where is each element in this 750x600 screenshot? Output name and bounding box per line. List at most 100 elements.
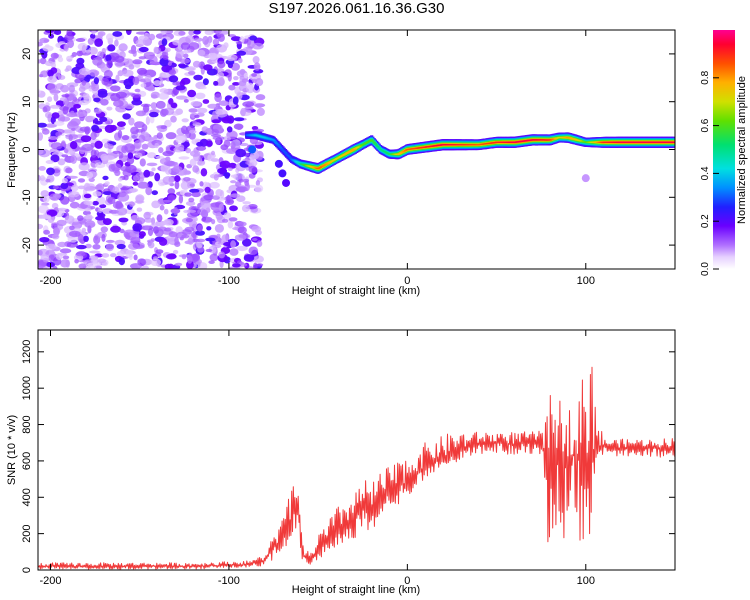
noise-speckle	[66, 175, 78, 179]
noise-speckle	[200, 168, 208, 177]
noise-speckle	[180, 77, 191, 85]
noise-speckle	[115, 74, 120, 83]
noise-speckle	[242, 101, 255, 108]
noise-speckle	[61, 154, 69, 158]
noise-speckle	[161, 108, 169, 116]
noise-speckle	[38, 149, 51, 158]
noise-speckle	[85, 265, 97, 269]
noise-speckle	[99, 116, 108, 122]
x-tick-label: 0	[404, 575, 410, 587]
noise-speckle	[182, 129, 190, 135]
noise-speckle	[189, 183, 195, 187]
ridge-cell	[361, 144, 365, 146]
noise-speckle	[102, 218, 112, 226]
noise-speckle	[41, 202, 50, 206]
noise-speckle	[249, 35, 258, 41]
noise-speckle	[117, 192, 130, 202]
ridge-cell	[297, 162, 301, 164]
noise-speckle	[102, 175, 109, 181]
ridge-cell	[386, 152, 390, 154]
colorbar: 0.0 0.2 0.4 0.6 0.8 Normalized spectral ampl…	[700, 30, 748, 276]
noise-speckle	[218, 100, 230, 106]
noise-speckle	[168, 98, 174, 105]
noise-speckle	[42, 45, 54, 52]
noise-speckle	[245, 161, 250, 165]
noise-speckle	[94, 120, 103, 125]
noise-speckle	[164, 119, 172, 128]
noise-speckle	[178, 63, 186, 68]
noise-speckle	[197, 208, 207, 216]
noise-speckle	[179, 58, 191, 64]
noise-speckle	[74, 78, 82, 84]
spectrogram-x-ticks: -200 -100 0 100	[39, 30, 595, 287]
noise-speckle	[134, 152, 143, 158]
noise-speckle	[232, 82, 240, 86]
noise-speckle	[185, 66, 196, 72]
snr-panel: -200 -100 0 100 0 200 400 600 800 1000 1200 Heigh…	[6, 329, 676, 596]
ridge-cell	[377, 147, 381, 149]
noise-speckle	[241, 204, 250, 213]
noise-speckle	[253, 262, 258, 269]
noise-speckle	[85, 115, 96, 121]
noise-speckle	[90, 149, 97, 158]
noise-speckle	[84, 186, 96, 192]
noise-speckle	[94, 38, 103, 47]
noise-speckle	[181, 118, 189, 123]
spectrogram-ridge	[245, 131, 675, 187]
snr-series-line	[38, 366, 675, 570]
noise-speckle	[43, 105, 51, 112]
ridge-cell	[293, 160, 298, 162]
noise-speckle	[123, 175, 129, 181]
ridge-cell	[343, 153, 347, 155]
noise-speckle	[107, 44, 116, 52]
noise-speckle	[83, 193, 92, 199]
ridge-cell	[336, 157, 340, 159]
noise-speckle	[174, 180, 180, 190]
noise-speckle	[123, 78, 135, 87]
noise-speckle	[185, 201, 196, 206]
ridge-cell	[290, 158, 294, 160]
noise-speckle	[83, 235, 89, 242]
noise-speckle	[74, 258, 79, 264]
noise-speckle	[174, 175, 181, 183]
noise-speckle	[141, 143, 149, 150]
noise-speckle	[201, 126, 209, 133]
noise-speckle	[167, 253, 177, 259]
noise-speckle	[221, 234, 229, 243]
noise-speckle	[125, 249, 133, 258]
noise-speckle	[118, 257, 126, 266]
noise-speckle	[84, 220, 96, 229]
noise-speckle	[210, 158, 220, 162]
noise-speckle	[69, 230, 81, 238]
noise-speckle	[78, 263, 87, 269]
noise-speckle	[81, 227, 87, 233]
noise-speckle	[43, 229, 50, 235]
noise-speckle	[53, 120, 65, 126]
noise-speckle	[51, 112, 60, 119]
noise-speckle	[229, 205, 238, 212]
noise-speckle	[117, 129, 123, 139]
noise-speckle	[228, 217, 238, 222]
noise-speckle	[69, 201, 80, 209]
noise-speckle	[50, 142, 63, 150]
noise-speckle	[56, 219, 67, 227]
noise-speckle	[116, 250, 125, 257]
noise-speckle	[175, 85, 186, 91]
noise-speckle	[69, 110, 75, 117]
noise-speckle	[161, 38, 168, 46]
ridge-blob	[282, 178, 291, 187]
noise-speckle	[196, 238, 206, 243]
noise-speckle	[186, 211, 199, 218]
noise-speckle	[92, 244, 101, 250]
noise-speckle	[147, 152, 157, 159]
noise-speckle	[47, 69, 54, 78]
ridge-cell	[335, 158, 339, 160]
noise-speckle	[160, 30, 167, 35]
noise-speckle	[91, 257, 99, 265]
noise-speckle	[199, 86, 207, 90]
noise-speckle	[150, 238, 156, 242]
noise-speckle	[163, 218, 174, 226]
noise-speckle	[61, 140, 66, 146]
noise-speckle	[50, 154, 60, 163]
noise-speckle	[236, 124, 243, 130]
